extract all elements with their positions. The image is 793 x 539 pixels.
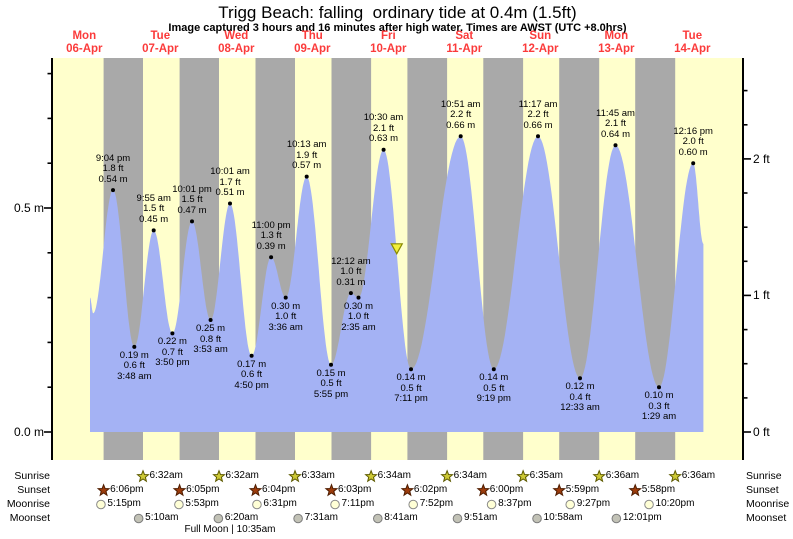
moonset-icon (293, 513, 303, 524)
tide-extreme-dot (356, 295, 361, 300)
tide-area (90, 136, 704, 433)
tide-extreme-dot (578, 376, 582, 381)
tide-extreme-dot (536, 134, 540, 139)
moonset-icon (133, 513, 144, 524)
sunrise-icon (212, 469, 226, 483)
tide-extreme-dot (348, 291, 353, 296)
tide-extreme-dot (381, 147, 386, 152)
tide-extreme-dot (657, 385, 661, 390)
tide-extreme-dot (151, 228, 156, 233)
moonrise-icon (96, 499, 106, 510)
tide-extreme-dot (458, 134, 463, 139)
moonrise-icon (408, 499, 419, 510)
current-tide-marker-icon (390, 243, 404, 256)
sunset-icon (172, 483, 187, 497)
moonrise-icon (486, 499, 497, 510)
sunset-icon (552, 483, 567, 497)
moonset-icon (532, 513, 542, 524)
tide-extreme-dot (613, 143, 618, 148)
tide-extreme-dot (691, 161, 696, 166)
moonrise-icon (565, 499, 576, 510)
sunrise-icon (136, 469, 150, 483)
tide-extreme-dot (283, 295, 288, 300)
moonset-icon (611, 513, 622, 524)
sunrise-icon (440, 469, 454, 483)
sunset-icon (476, 483, 491, 497)
moonset-icon (372, 513, 383, 524)
tide-extreme-dot (208, 318, 213, 322)
tide-extreme-dot (111, 188, 115, 193)
tide-extreme-dot (409, 367, 413, 372)
tide-extreme-dot (269, 255, 274, 260)
tide-extreme-dot (170, 331, 175, 336)
sunrise-icon (288, 469, 302, 483)
tide-extreme-dot (228, 201, 232, 206)
sunset-icon (628, 483, 642, 497)
moonrise-icon (174, 499, 184, 510)
tide-extreme-dot (491, 367, 496, 372)
tide-extreme-dot (304, 174, 309, 179)
sunset-icon (400, 483, 415, 497)
tide-extreme-dot (190, 219, 194, 224)
moonrise-icon (252, 499, 262, 510)
tide-extreme-dot (132, 344, 137, 349)
moonset-icon (452, 513, 463, 524)
moonrise-icon (330, 499, 340, 510)
sunset-icon (248, 483, 263, 497)
sunrise-icon (516, 469, 531, 483)
moonrise-icon (644, 499, 654, 510)
tide-extreme-dot (249, 353, 254, 358)
sunrise-icon (592, 469, 606, 483)
sunrise-icon (364, 469, 378, 483)
sunrise-icon (668, 469, 682, 483)
tide-extreme-dot (329, 362, 333, 367)
sunset-icon (324, 483, 339, 497)
moonset-icon (213, 513, 224, 524)
sunset-icon (96, 483, 111, 497)
